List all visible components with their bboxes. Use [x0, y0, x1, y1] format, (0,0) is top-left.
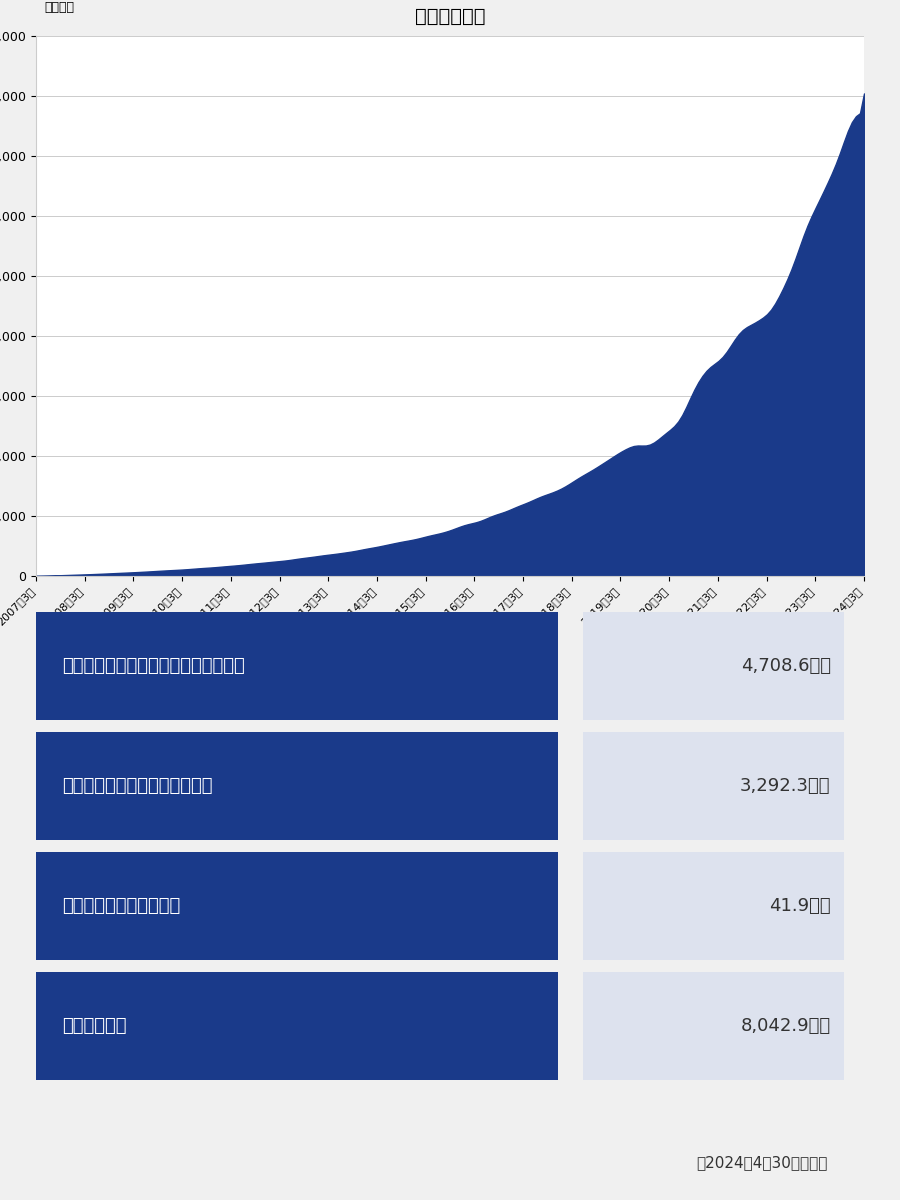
Text: 3,292.3億円: 3,292.3億円	[740, 778, 831, 794]
Text: 運用資産総額: 運用資産総額	[62, 1016, 127, 1034]
Text: セゾン資産形成の達人ファンド: セゾン資産形成の達人ファンド	[62, 778, 212, 794]
Text: 4,708.6億円: 4,708.6億円	[741, 658, 831, 674]
Text: 8,042.9億円: 8,042.9億円	[741, 1016, 831, 1034]
Text: （2024年4月30日時点）: （2024年4月30日時点）	[697, 1154, 828, 1170]
Title: 運用資産総額: 運用資産総額	[415, 7, 485, 26]
Text: セゾン・グローバルバランスファンド: セゾン・グローバルバランスファンド	[62, 658, 245, 674]
Text: 41.9億円: 41.9億円	[769, 898, 831, 914]
Text: （億円）: （億円）	[44, 1, 75, 14]
Text: セゾン共創日本ファンド: セゾン共創日本ファンド	[62, 898, 180, 914]
